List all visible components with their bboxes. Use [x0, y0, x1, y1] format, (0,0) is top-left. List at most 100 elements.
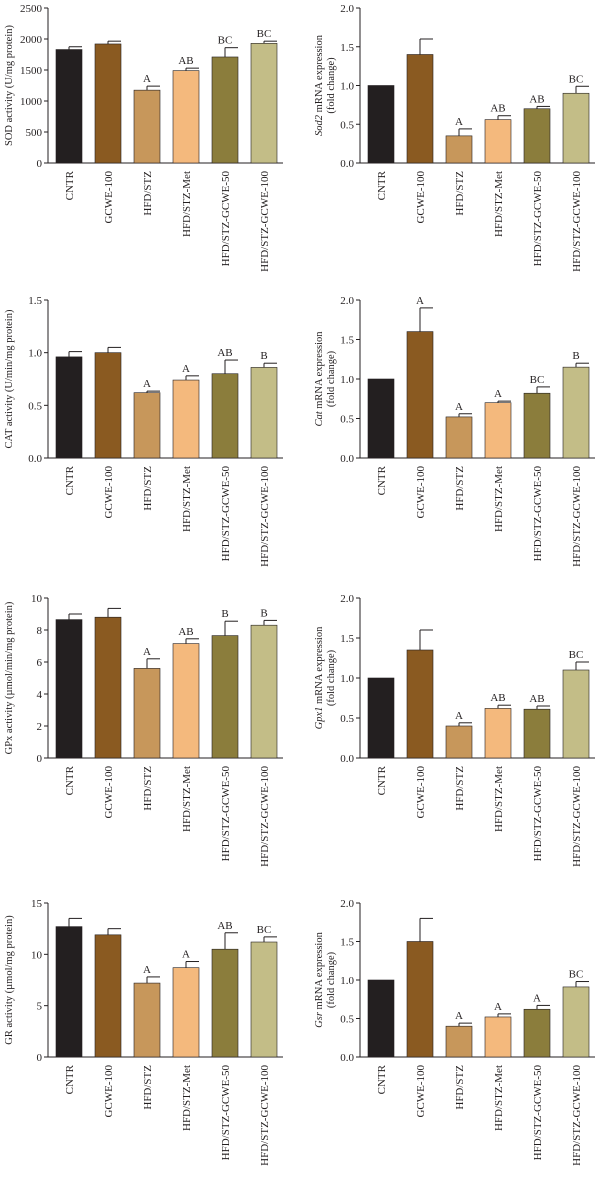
x-tick-label: GCWE-100 [415, 1065, 427, 1118]
x-tick-label: CNTR [376, 1064, 388, 1094]
y-tick-label: 500 [26, 127, 43, 139]
bar-gcwe-100 [94, 352, 122, 459]
y-tick-label: 1.5 [340, 937, 354, 949]
bar-cntr [55, 356, 83, 459]
y-axis-label-text: mRNA expression [314, 626, 325, 707]
y-axis-label: Sod2 mRNA expression [314, 34, 325, 136]
chart-panel-sod-activity: 0 500 1000 1500 2000 2500 SOD activity (U/mg p… [4, 3, 283, 272]
y-tick-label: 15 [31, 898, 43, 910]
significance-label: BC [569, 73, 584, 85]
significance-label: A [455, 710, 463, 722]
x-tick-label: HFD/STZ-Met [493, 466, 505, 532]
bar-hfd-stz-gcwe-100 [250, 367, 278, 459]
bar-hfd-stz-gcwe-100 [562, 669, 590, 759]
significance-label: A [143, 378, 151, 390]
y-tick-label: 6 [37, 657, 43, 669]
x-tick-label: HFD/STZ-Met [493, 766, 505, 832]
bar-cntr [55, 926, 83, 1058]
x-tick-label: HFD/STZ [454, 1065, 466, 1110]
significance-label: AB [529, 93, 544, 105]
y-tick-label: 2.0 [340, 593, 354, 605]
x-tick-label: HFD/STZ-Met [493, 1065, 505, 1131]
significance-label: A [494, 388, 502, 400]
x-tick-label: HFD/STZ-Met [181, 766, 193, 832]
x-tick-label: HFD/STZ-GCWE-100 [259, 1065, 271, 1166]
bar-hfd-stz [133, 89, 161, 164]
x-tick-label: HFD/STZ [454, 171, 466, 216]
significance-label: A [455, 1010, 463, 1022]
y-axis-label: GPx activity (µmol/min/mg protein) [4, 601, 15, 754]
y-tick-label: 10 [31, 593, 43, 605]
x-tick-label: GCWE-100 [415, 466, 427, 519]
y-tick-label: 0 [37, 158, 43, 170]
significance-label: AB [529, 693, 544, 705]
bar-gcwe-100 [406, 941, 434, 1058]
x-tick-label: HFD/STZ-GCWE-50 [532, 171, 544, 267]
bar-hfd-stz-gcwe-50 [211, 635, 239, 759]
x-tick-label: HFD/STZ-GCWE-50 [220, 766, 232, 862]
x-tick-label: HFD/STZ-GCWE-100 [571, 766, 583, 867]
significance-label: B [260, 350, 267, 362]
y-tick-label: 0.5 [340, 713, 354, 725]
y-tick-label: 0.5 [340, 1014, 354, 1026]
chart-panel-gsr-mrna: 0.0 0.5 1.0 1.5 2.0 Gsr mRNA expression (fold … [314, 898, 595, 1166]
significance-label: B [221, 608, 228, 620]
significance-label: A [455, 116, 463, 128]
x-tick-label: HFD/STZ-GCWE-100 [571, 1065, 583, 1166]
bar-hfd-stz-met [172, 643, 200, 759]
bar-hfd-stz [445, 416, 473, 459]
chart-panel-sod2-mrna: 0.0 0.5 1.0 1.5 2.0 Sod2 mRNA expression (fold… [314, 3, 595, 272]
x-tick-label: GCWE-100 [103, 466, 115, 519]
y-axis-gene-name: Gsr [314, 1011, 325, 1028]
significance-label: BC [257, 28, 272, 40]
bar-hfd-stz-met [484, 119, 512, 164]
significance-label: A [182, 949, 190, 961]
y-tick-label: 1.0 [340, 975, 354, 987]
bar-hfd-stz-gcwe-100 [250, 941, 278, 1058]
y-tick-label: 1.0 [340, 81, 354, 93]
x-tick-label: HFD/STZ-Met [181, 466, 193, 532]
x-tick-label: HFD/STZ-GCWE-50 [532, 1065, 544, 1161]
x-tick-label: HFD/STZ-GCWE-50 [220, 1065, 232, 1161]
y-tick-label: 2.0 [340, 3, 354, 15]
bar-hfd-stz-gcwe-50 [523, 1008, 551, 1058]
y-tick-label: 1.0 [340, 673, 354, 685]
x-tick-label: HFD/STZ-GCWE-50 [532, 766, 544, 862]
y-axis-label: SOD activity (U/mg protein) [4, 24, 15, 146]
bar-hfd-stz [133, 392, 161, 459]
y-tick-label: 0 [37, 753, 43, 765]
y-axis-label-text: mRNA expression [314, 931, 325, 1012]
x-tick-label: CNTR [64, 170, 76, 200]
y-tick-label: 1000 [20, 96, 43, 108]
x-tick-label: CNTR [64, 765, 76, 795]
y-tick-label: 2 [37, 721, 43, 733]
x-tick-label: GCWE-100 [103, 766, 115, 819]
y-tick-label: 0.0 [340, 753, 354, 765]
y-tick-label: 1.0 [340, 374, 354, 386]
x-tick-label: HFD/STZ [454, 766, 466, 811]
significance-label: B [572, 350, 579, 362]
bar-hfd-stz-gcwe-50 [211, 373, 239, 459]
y-axis-label-text: mRNA expression [314, 331, 325, 412]
y-axis-label-text: mRNA expression [314, 34, 325, 115]
bar-hfd-stz-gcwe-50 [523, 708, 551, 759]
y-axis-label-line2: (fold change) [326, 57, 337, 114]
bar-hfd-stz-gcwe-50 [211, 948, 239, 1058]
x-tick-label: GCWE-100 [415, 766, 427, 819]
x-tick-label: HFD/STZ-GCWE-50 [220, 171, 232, 267]
bar-cntr [367, 378, 395, 459]
y-tick-label: 0.5 [340, 414, 354, 426]
significance-label: A [143, 964, 151, 976]
y-tick-label: 1.5 [340, 42, 354, 54]
significance-label: A [143, 646, 151, 658]
significance-label: BC [257, 924, 272, 936]
significance-label: AB [490, 103, 505, 115]
significance-label: BC [218, 35, 233, 47]
x-tick-label: HFD/STZ-Met [181, 171, 193, 237]
y-tick-label: 1.0 [28, 348, 42, 360]
y-tick-label: 1500 [20, 65, 43, 77]
bar-hfd-stz [445, 135, 473, 164]
bar-hfd-stz [133, 668, 161, 759]
bar-hfd-stz-gcwe-100 [250, 43, 278, 164]
